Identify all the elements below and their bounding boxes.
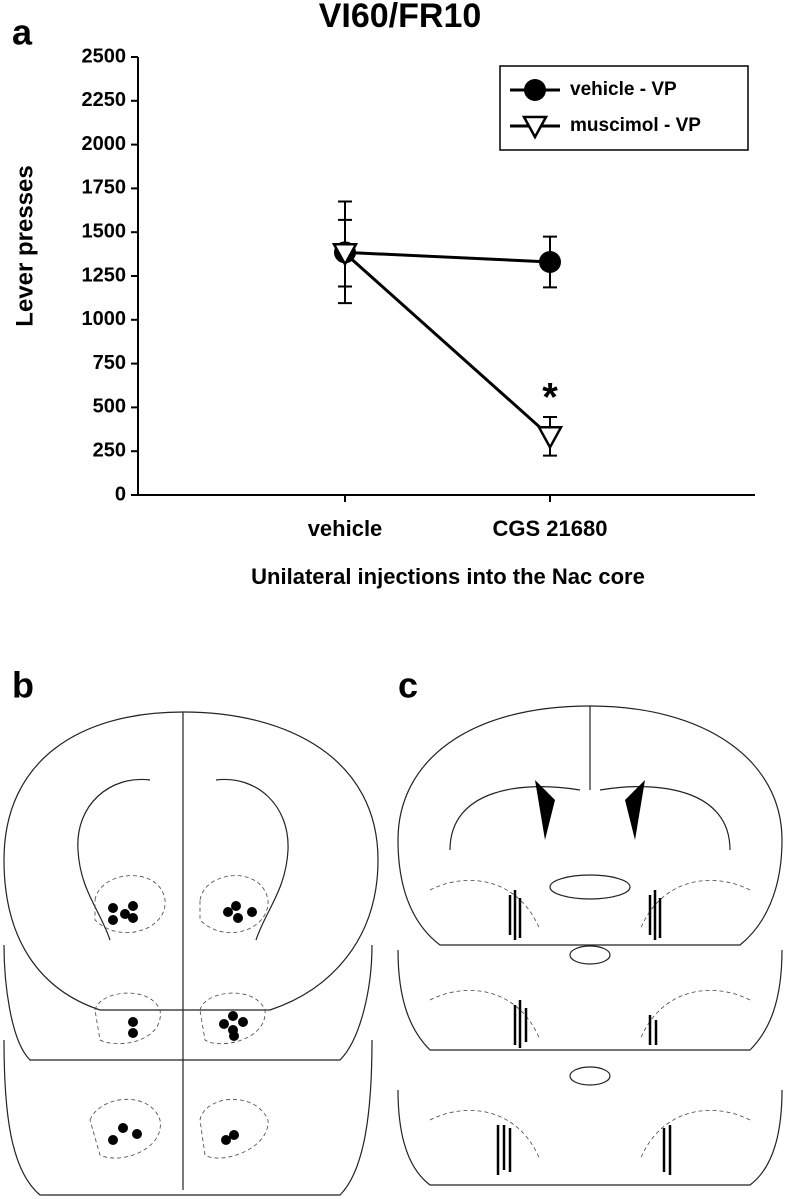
y-tick-label: 1000 [82, 308, 127, 330]
y-tick-label: 750 [93, 352, 126, 374]
y-tick-label: 1250 [82, 264, 127, 286]
y-tick-label: 500 [93, 396, 126, 418]
annotation: * [542, 375, 558, 419]
legend-marker [521, 115, 549, 140]
y-tick-label: 250 [93, 439, 126, 461]
x-tick-label: CGS 21680 [493, 516, 608, 541]
legend-label: muscimol - VP [570, 115, 701, 136]
series-line [344, 252, 551, 438]
panel-label: b [12, 665, 34, 706]
brain-sections-b [3, 711, 379, 1196]
data-point [536, 426, 564, 450]
legend-box [499, 65, 749, 151]
panel-label: c [398, 665, 418, 706]
panel-label: a [12, 12, 33, 53]
data-point [331, 242, 359, 267]
x-tick-label: vehicle [308, 516, 383, 541]
y-tick-label: 2250 [82, 89, 127, 111]
y-tick-label: 1500 [82, 220, 127, 242]
y-tick-label: 2500 [82, 45, 127, 67]
y-axis-label: Lever presses [11, 165, 38, 326]
y-tick-label: 2000 [82, 133, 127, 155]
data-point [539, 250, 561, 273]
x-axis-label: Unilateral injections into the Nac core [251, 564, 645, 589]
chart-title: VI60/FR10 [319, 0, 482, 35]
series-line [344, 250, 551, 264]
y-tick-label: 0 [115, 483, 126, 505]
y-tick-label: 1750 [82, 177, 127, 199]
legend-label: vehicle - VP [570, 79, 677, 100]
brain-sections-c [397, 705, 783, 1186]
legend-marker [524, 79, 546, 101]
